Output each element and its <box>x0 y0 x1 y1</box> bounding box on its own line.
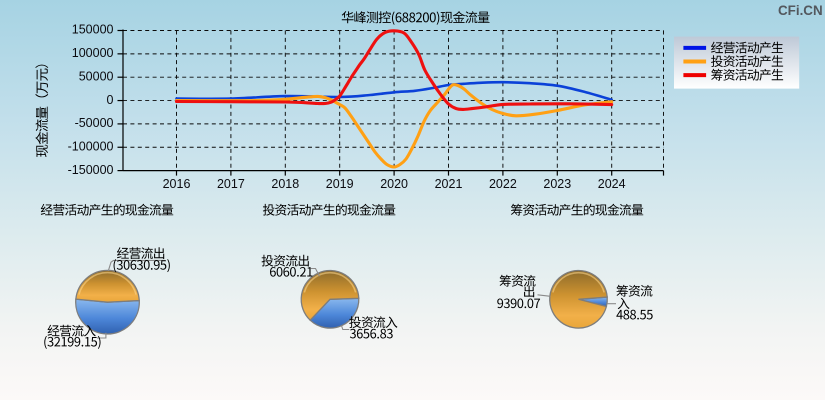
svg-text:2018: 2018 <box>271 177 299 191</box>
svg-text:2022: 2022 <box>489 177 517 191</box>
svg-text:2021: 2021 <box>435 177 463 191</box>
svg-text:0: 0 <box>107 93 114 107</box>
svg-text:100000: 100000 <box>72 46 114 60</box>
svg-text:2017: 2017 <box>217 177 245 191</box>
svg-text:150000: 150000 <box>72 23 114 37</box>
svg-text:CFi.CN: CFi.CN <box>778 3 823 18</box>
svg-text:2020: 2020 <box>380 177 408 191</box>
svg-text:-100000: -100000 <box>68 139 114 153</box>
svg-text:50000: 50000 <box>79 69 114 83</box>
svg-text:-50000: -50000 <box>75 116 114 130</box>
svg-text:2024: 2024 <box>598 177 626 191</box>
svg-text:2023: 2023 <box>543 177 571 191</box>
svg-text:2019: 2019 <box>326 177 354 191</box>
svg-text:2016: 2016 <box>163 177 191 191</box>
svg-text:-150000: -150000 <box>68 163 114 177</box>
